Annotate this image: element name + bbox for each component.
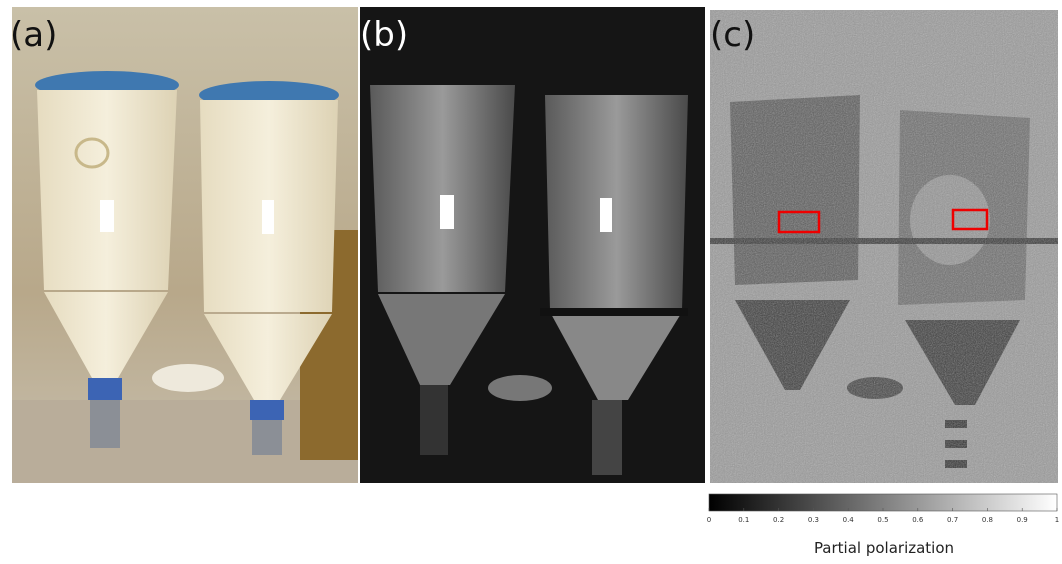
panel-label: (b) bbox=[360, 15, 408, 55]
colorbar-ticks: 0 0.1 0.2 0.3 0.4 0.5 0.6 0.7 0.8 0.9 1 bbox=[707, 508, 1059, 524]
tick-label: 0.1 bbox=[738, 516, 749, 524]
tick-label: 0.9 bbox=[1017, 516, 1028, 524]
tick-label: 0.8 bbox=[982, 516, 993, 524]
tick-label: 0.4 bbox=[843, 516, 855, 524]
tick-label: 0.3 bbox=[808, 516, 819, 524]
tick-label: 0.7 bbox=[947, 516, 958, 524]
panel-label: (a) bbox=[10, 15, 57, 55]
photo-a bbox=[12, 7, 358, 483]
tick-label: 0 bbox=[707, 516, 711, 524]
panel-label: (c) bbox=[710, 15, 755, 55]
photo-b bbox=[360, 7, 705, 483]
tick-label: 0.2 bbox=[773, 516, 784, 524]
colorbar-label: Partial polarization bbox=[814, 539, 954, 557]
tick-label: 0.6 bbox=[912, 516, 924, 524]
tick-label: 1 bbox=[1055, 516, 1059, 524]
photo-c bbox=[710, 10, 1058, 483]
tick-label: 0.5 bbox=[877, 516, 888, 524]
